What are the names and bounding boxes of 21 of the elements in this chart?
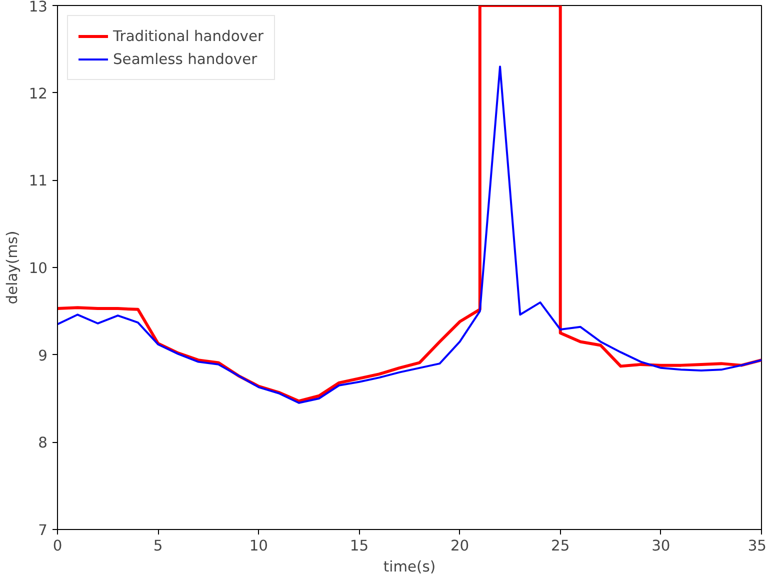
y-tick-label: 12 [28,85,48,102]
legend-label: Traditional handover [113,28,264,44]
x-tick-label: 25 [551,538,570,554]
x-tick-label: 35 [748,538,767,554]
x-tick-label: 5 [153,538,163,554]
y-tick-label: 10 [28,260,48,277]
line-series [58,66,762,404]
line-series [58,6,762,403]
x-tick-label: 20 [450,538,470,554]
x-tick-label: 10 [249,538,268,554]
y-tick-label: 8 [38,434,48,452]
y-tick-label: 9 [38,347,48,364]
y-axis-title: delay(ms) [4,230,21,304]
y-tick-label: 7 [38,522,48,539]
x-tick-label: 30 [652,538,670,554]
legend-label: Seamless handover [113,50,258,68]
x-tick-label: 15 [350,538,369,554]
x-axis-title: time(s) [383,558,436,576]
x-tick-label: 0 [52,538,62,554]
y-tick-label: 13 [28,0,48,16]
y-tick-label: 11 [28,172,48,190]
